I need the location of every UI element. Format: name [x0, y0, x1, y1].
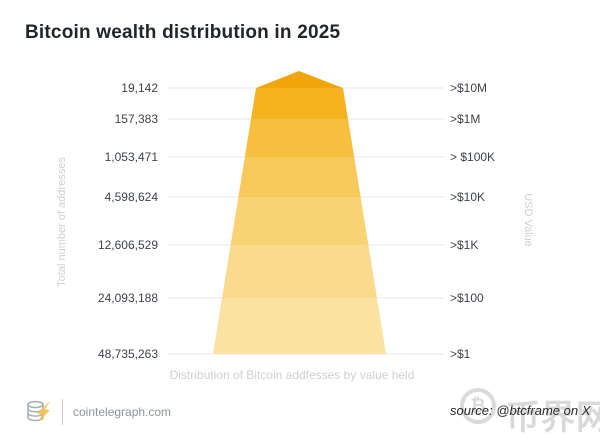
footer-site-text: cointelegraph.com: [73, 405, 172, 419]
pyramid-band-5: [230, 197, 369, 245]
tier-address-count: 4,598,624: [104, 190, 158, 204]
pyramid-band-1: [256, 71, 343, 88]
pyramid-band-2: [251, 88, 348, 119]
tier-address-count: 1,053,471: [104, 150, 158, 164]
pyramid-band-6: [222, 245, 377, 298]
tier-address-count: 19,142: [121, 81, 158, 95]
tier-usd-value: >$10K: [450, 190, 486, 204]
tier-usd-value: >$10M: [450, 81, 488, 95]
tier-address-count: 12,606,529: [97, 238, 158, 252]
watermark-text: 币界网: [506, 398, 600, 438]
tier-address-count: 24,093,188: [97, 291, 158, 305]
footer-brand: cointelegraph.com: [24, 397, 171, 427]
tier-usd-value: >$100: [450, 291, 484, 305]
pyramid-band-3: [244, 119, 355, 157]
tier-usd-value: >$1M: [450, 112, 481, 126]
watermark-bitcoin-icon: ₿: [460, 388, 496, 424]
tier-usd-value: >$1K: [450, 238, 479, 252]
tier-usd-value: >$1: [450, 347, 471, 361]
x-axis-caption: Distribution of Bitcoin addfesses by val…: [169, 368, 415, 382]
tier-usd-value: > $100K: [450, 150, 496, 164]
chart-title: Bitcoin wealth distribution in 2025: [25, 22, 341, 43]
source-credit: source: @btcframe on X: [450, 403, 591, 418]
tier-address-count: 48,735,263: [97, 347, 158, 361]
watermark: ₿ 币界网: [452, 386, 600, 438]
footer-divider: [62, 399, 63, 425]
cointelegraph-logo-icon: [27, 400, 50, 422]
pyramid-band-4: [238, 157, 361, 197]
pyramid-band-7: [213, 298, 386, 354]
tier-address-count: 157,383: [114, 112, 158, 126]
